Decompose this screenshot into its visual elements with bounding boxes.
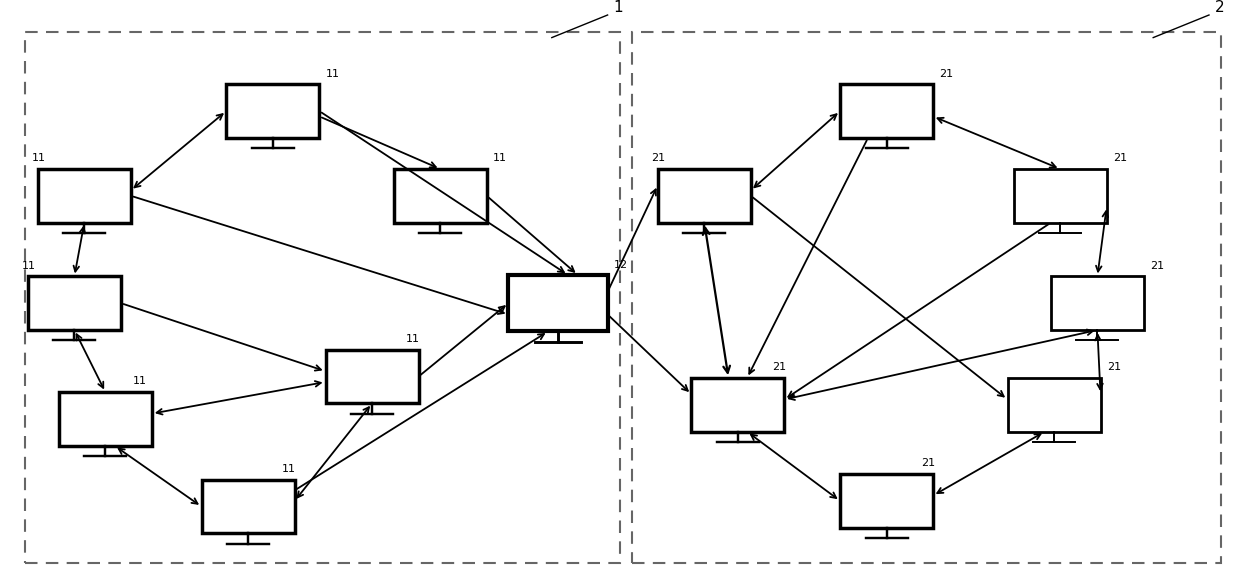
Text: 21: 21 xyxy=(920,458,935,469)
Text: 21: 21 xyxy=(940,68,954,78)
Bar xyxy=(25,32,620,563)
Bar xyxy=(27,276,122,330)
Bar xyxy=(841,474,932,528)
Text: 2: 2 xyxy=(1215,0,1225,15)
Text: 11: 11 xyxy=(22,260,36,271)
Bar xyxy=(1014,169,1107,223)
Text: 21: 21 xyxy=(1107,362,1121,372)
Text: 11: 11 xyxy=(407,334,420,344)
Bar xyxy=(632,32,1221,563)
Bar xyxy=(508,275,608,331)
Text: 21: 21 xyxy=(771,362,786,372)
Text: 1: 1 xyxy=(614,0,624,15)
Text: 11: 11 xyxy=(32,153,46,164)
Bar xyxy=(841,84,932,138)
Text: 21: 21 xyxy=(1149,260,1164,271)
Bar xyxy=(1007,378,1101,432)
Bar xyxy=(201,480,295,534)
Text: 11: 11 xyxy=(134,376,148,386)
Text: 11: 11 xyxy=(283,464,296,474)
Bar xyxy=(657,169,750,223)
Text: 12: 12 xyxy=(614,260,627,270)
Bar xyxy=(692,378,784,432)
Bar xyxy=(38,169,131,223)
Text: 11: 11 xyxy=(492,153,507,164)
Text: 11: 11 xyxy=(325,68,340,78)
Bar xyxy=(60,392,151,446)
Bar xyxy=(394,169,486,223)
Bar xyxy=(226,84,320,138)
Bar xyxy=(325,350,419,404)
Bar xyxy=(1052,276,1145,330)
Text: 21: 21 xyxy=(1112,153,1127,164)
Text: 21: 21 xyxy=(652,153,666,164)
